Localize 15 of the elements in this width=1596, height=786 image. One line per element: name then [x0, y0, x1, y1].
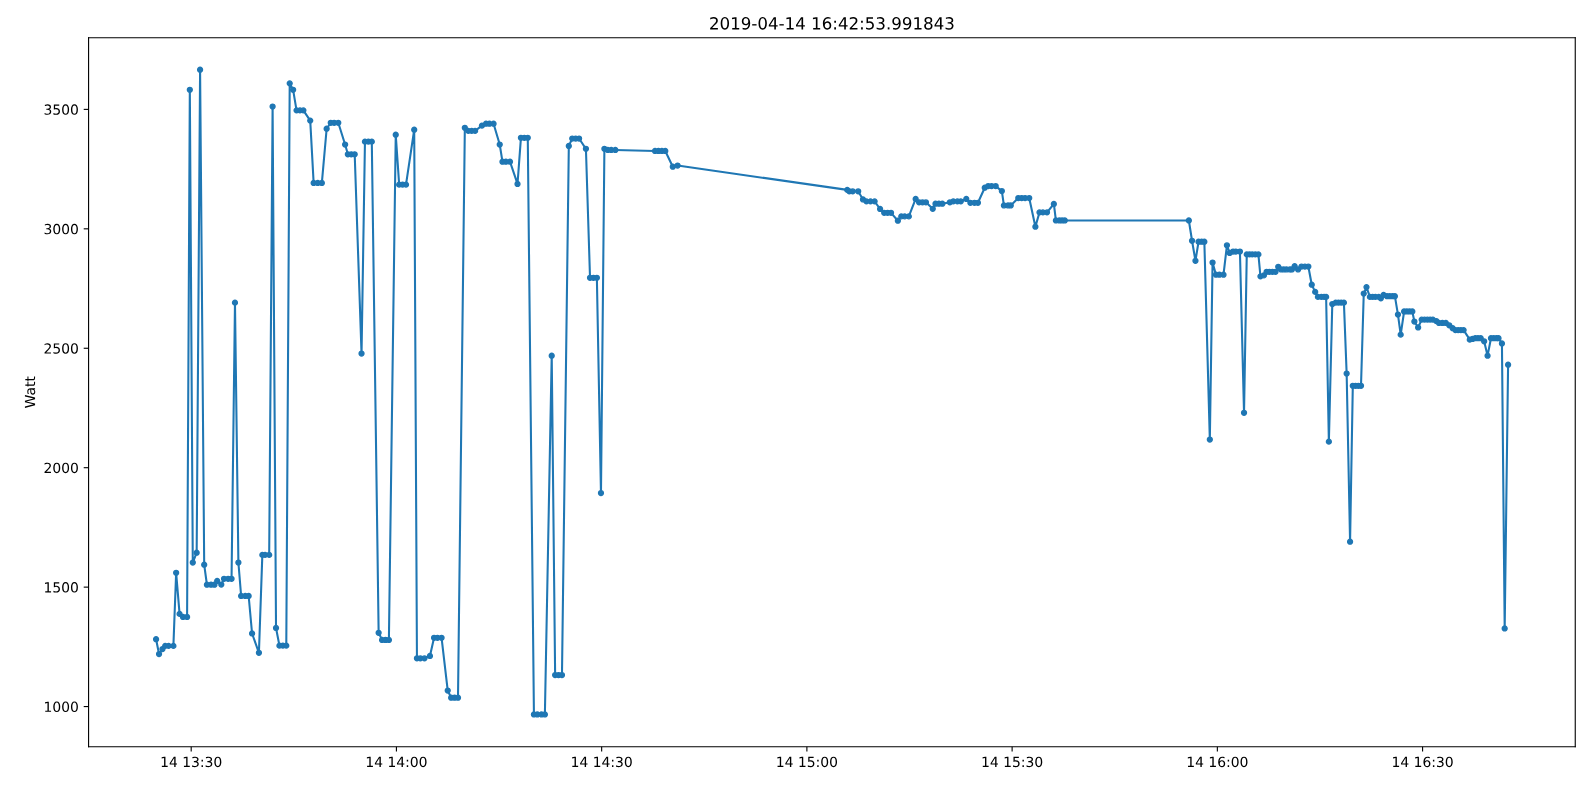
x-tick-label: 14 15:30: [982, 756, 1043, 768]
y-tick-label: 3000: [44, 223, 78, 235]
y-axis-title: Watt: [24, 376, 36, 408]
x-tick-label: 14 14:30: [572, 756, 632, 768]
x-tick-label: 14 13:30: [161, 756, 222, 768]
x-tick-label: 14 16:00: [1187, 756, 1248, 768]
chart-title: 2019-04-14 16:42:53.991843: [710, 17, 954, 30]
x-tick-label: 14 14:00: [366, 756, 427, 768]
x-tick-label: 14 16:30: [1393, 756, 1453, 768]
y-tick-label: 3500: [44, 104, 78, 115]
y-tick-label: 2500: [44, 343, 78, 354]
x-tick-label: 14 15:00: [777, 756, 838, 768]
y-tick-label: 1500: [45, 582, 78, 593]
y-tick-label: 1000: [45, 701, 78, 713]
y-tick-label: 2000: [44, 462, 78, 474]
